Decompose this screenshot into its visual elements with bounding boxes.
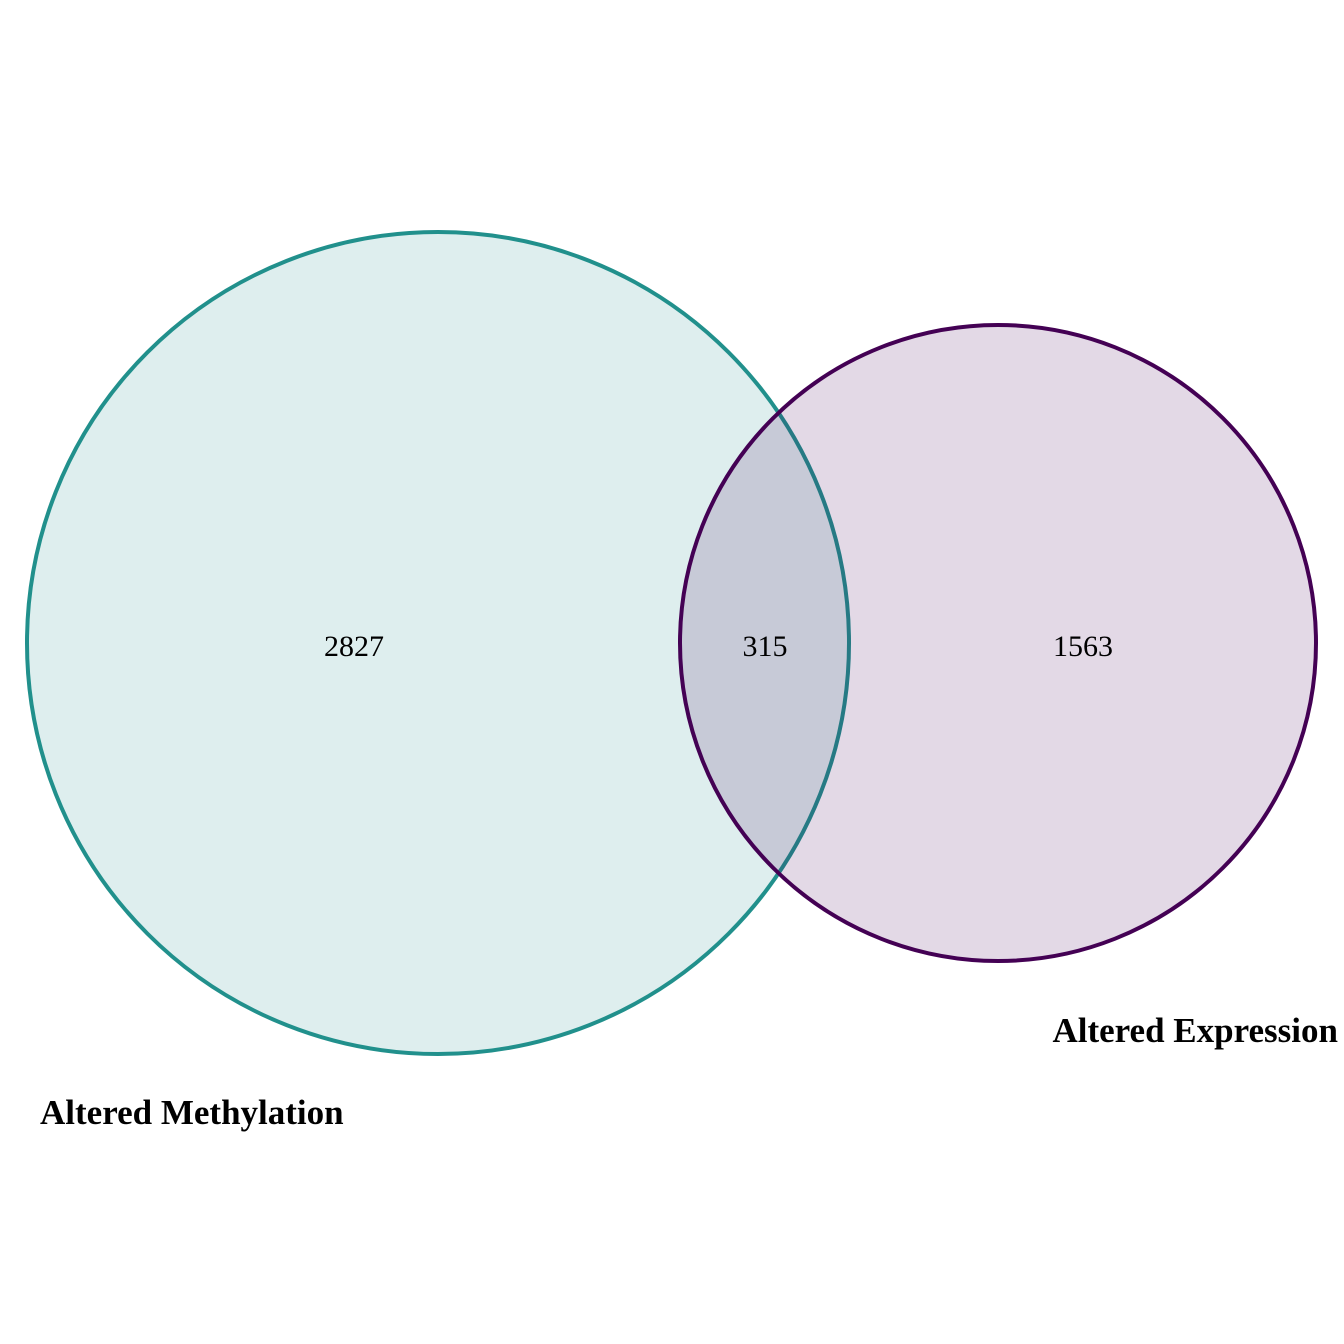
intersection-count: 315 (743, 630, 788, 663)
expression-set-label: Altered Expression (1052, 1011, 1338, 1050)
expression-set-circle (678, 323, 1318, 963)
methylation-only-count: 2827 (324, 630, 384, 663)
expression-only-count: 1563 (1053, 630, 1113, 663)
methylation-set-label: Altered Methylation (40, 1093, 344, 1132)
methylation-set-circle (25, 230, 851, 1056)
